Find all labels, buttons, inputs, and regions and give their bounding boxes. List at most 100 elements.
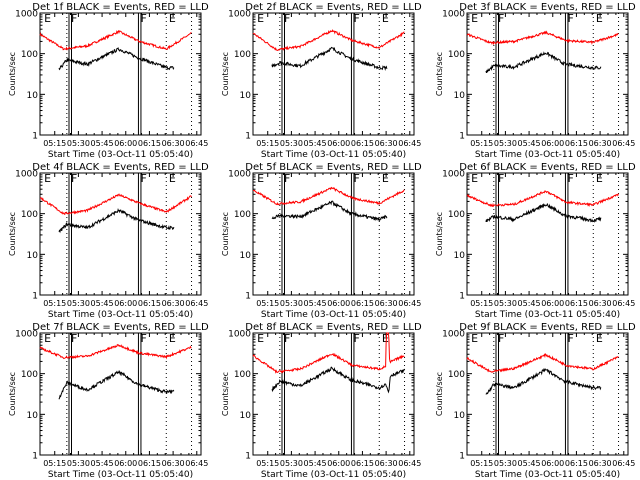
y-tick-label: 1000 bbox=[228, 330, 251, 340]
series-events-line bbox=[271, 366, 405, 394]
y-tick-label: 10 bbox=[240, 91, 252, 101]
y-tick-label: 100 bbox=[448, 50, 465, 60]
y-tick-label: 100 bbox=[234, 50, 251, 60]
x-tick-label: 05:45 bbox=[304, 299, 327, 308]
panel-title: Det 5f BLACK = Events, RED = LLD bbox=[245, 162, 422, 173]
y-tick-label: 100 bbox=[21, 370, 38, 380]
panel-title: Det 2f BLACK = Events, RED = LLD bbox=[245, 2, 422, 13]
series-lld-line bbox=[466, 30, 619, 46]
x-tick-label: 06:15 bbox=[351, 299, 374, 308]
x-tick-label: 05:30 bbox=[494, 459, 517, 468]
y-tick-label: 1 bbox=[459, 452, 465, 462]
segment-marker-label: F bbox=[71, 332, 77, 345]
panel-det-4f: Det 4f BLACK = Events, RED = LLD 1 10 100 10… bbox=[8, 162, 209, 320]
plot-frame bbox=[39, 172, 202, 296]
y-axis-label: Counts/sec bbox=[435, 212, 444, 256]
x-tick-label: 05:15 bbox=[256, 459, 279, 468]
segment-marker-label: E bbox=[257, 172, 264, 185]
x-tick-label: 06:00 bbox=[114, 299, 137, 308]
y-tick-label: 10 bbox=[454, 91, 466, 101]
segment-marker-label: F bbox=[140, 172, 146, 185]
x-axis-label: Start Time (03-Oct-11 05:05:40) bbox=[261, 150, 406, 160]
panel-det-1f: Det 1f BLACK = Events, RED = LLD 1 10 100 10… bbox=[8, 2, 209, 160]
x-tick-label: 06:00 bbox=[327, 459, 350, 468]
x-tick-label: 05:45 bbox=[304, 459, 327, 468]
panel-det-2f: Det 2f BLACK = Events, RED = LLD 1 10 100 10… bbox=[221, 2, 422, 160]
plot-frame bbox=[39, 332, 202, 456]
x-tick-label: 05:30 bbox=[494, 139, 517, 148]
series-lld-line bbox=[39, 343, 192, 360]
plot-frame bbox=[466, 12, 629, 136]
series-events-line bbox=[58, 207, 175, 234]
y-tick-label: 100 bbox=[234, 210, 251, 220]
x-tick-label: 06:30 bbox=[375, 459, 398, 468]
y-tick-label: 1000 bbox=[228, 10, 251, 20]
x-tick-label: 06:30 bbox=[162, 459, 185, 468]
x-tick-label: 05:30 bbox=[280, 139, 303, 148]
series-lld-line bbox=[252, 186, 405, 206]
segment-marker-label: E bbox=[382, 172, 389, 185]
y-tick-label: 10 bbox=[454, 251, 466, 261]
x-tick-label: 06:00 bbox=[541, 139, 564, 148]
series-lld-line bbox=[252, 332, 405, 374]
x-tick-label: 06:15 bbox=[351, 459, 374, 468]
y-axis-label: Counts/sec bbox=[221, 52, 230, 96]
x-tick-label: 06:45 bbox=[398, 139, 421, 148]
y-tick-label: 100 bbox=[448, 370, 465, 380]
segment-marker-label: E bbox=[382, 332, 389, 345]
series-events-line bbox=[58, 370, 175, 400]
panel-det-7f: Det 7f BLACK = Events, RED = LLD 1 10 100 10… bbox=[8, 322, 209, 480]
y-tick-label: 1 bbox=[459, 132, 465, 142]
x-tick-label: 06:30 bbox=[162, 299, 185, 308]
x-tick-label: 05:30 bbox=[494, 299, 517, 308]
segment-marker-label: E bbox=[471, 172, 478, 185]
x-axis-label: Start Time (03-Oct-11 05:05:40) bbox=[48, 470, 193, 480]
y-tick-label: 10 bbox=[240, 251, 252, 261]
plot-frame bbox=[252, 172, 415, 296]
x-tick-label: 06:00 bbox=[114, 139, 137, 148]
x-tick-label: 06:45 bbox=[185, 139, 208, 148]
x-tick-label: 05:15 bbox=[256, 139, 279, 148]
segment-marker-label: E bbox=[382, 12, 389, 25]
segment-marker-label: F bbox=[567, 12, 573, 25]
x-tick-label: 05:15 bbox=[43, 139, 66, 148]
x-tick-label: 06:15 bbox=[138, 299, 161, 308]
segment-marker-label: F bbox=[71, 172, 77, 185]
segment-marker-label: E bbox=[596, 332, 603, 345]
x-axis-label: Start Time (03-Oct-11 05:05:40) bbox=[475, 470, 620, 480]
x-tick-label: 05:45 bbox=[518, 299, 541, 308]
y-tick-label: 100 bbox=[21, 50, 38, 60]
series-events-line bbox=[485, 367, 602, 395]
y-tick-label: 100 bbox=[234, 370, 251, 380]
series-events-line bbox=[271, 46, 388, 72]
panel-title: Det 4f BLACK = Events, RED = LLD bbox=[32, 162, 209, 173]
series-lld-line bbox=[252, 29, 405, 51]
y-axis-label: Counts/sec bbox=[221, 212, 230, 256]
segment-marker-label: E bbox=[169, 172, 176, 185]
x-tick-label: 05:30 bbox=[67, 139, 90, 148]
y-tick-label: 1 bbox=[245, 452, 251, 462]
segment-marker-label: F bbox=[353, 172, 359, 185]
panel-title: Det 9f BLACK = Events, RED = LLD bbox=[459, 322, 636, 333]
plot-frame bbox=[252, 12, 415, 136]
segment-marker-label: F bbox=[140, 332, 146, 345]
panel-det-9f: Det 9f BLACK = Events, RED = LLD 1 10 100 10… bbox=[435, 322, 636, 480]
y-tick-label: 10 bbox=[454, 411, 466, 421]
x-tick-label: 05:30 bbox=[67, 459, 90, 468]
y-tick-label: 10 bbox=[27, 251, 39, 261]
segment-marker-label: E bbox=[44, 12, 51, 25]
x-tick-label: 06:00 bbox=[541, 459, 564, 468]
y-tick-label: 1000 bbox=[15, 330, 38, 340]
series-events-line bbox=[271, 200, 388, 222]
x-tick-label: 05:45 bbox=[518, 139, 541, 148]
x-axis-label: Start Time (03-Oct-11 05:05:40) bbox=[261, 310, 406, 320]
panel-title: Det 1f BLACK = Events, RED = LLD bbox=[32, 2, 209, 13]
x-tick-label: 06:00 bbox=[327, 299, 350, 308]
x-tick-label: 05:45 bbox=[91, 299, 114, 308]
panel-title: Det 7f BLACK = Events, RED = LLD bbox=[32, 322, 209, 333]
segment-marker-label: F bbox=[498, 332, 504, 345]
y-tick-label: 1000 bbox=[442, 330, 465, 340]
x-tick-label: 05:15 bbox=[470, 299, 493, 308]
x-tick-label: 05:30 bbox=[280, 299, 303, 308]
y-axis-label: Counts/sec bbox=[8, 52, 17, 96]
